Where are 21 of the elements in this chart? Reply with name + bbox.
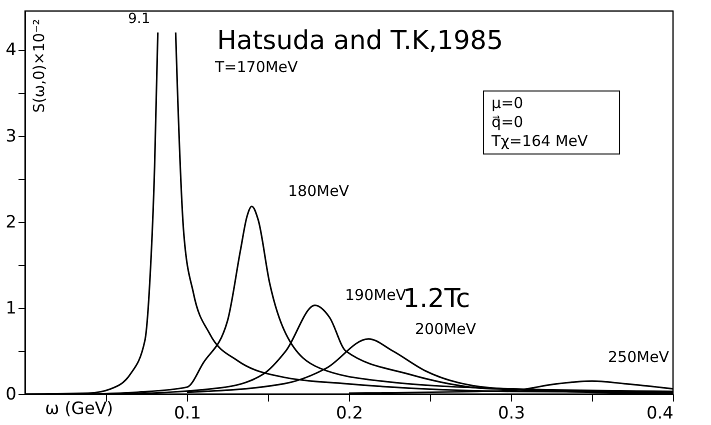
annotation: 9.1: [128, 11, 150, 27]
y-tick-label: 3: [6, 126, 16, 146]
x-tick-label: 0.4: [646, 404, 674, 424]
y-axis-title: S(ω,0)×10⁻²: [30, 19, 48, 113]
y-tick-label: 0: [6, 384, 16, 404]
y-tick-label: 1: [6, 298, 16, 318]
annotation: μ=0: [492, 94, 524, 112]
y-tick-label: 2: [6, 212, 16, 232]
y-tick-label: 4: [6, 40, 16, 60]
annotation: q⃗=0: [492, 113, 524, 131]
x-axis-title: ω (GeV): [45, 399, 114, 419]
annotation: 190MeV: [345, 286, 407, 304]
x-tick-label: 0.2: [336, 404, 364, 424]
annotation: Tχ=164 MeV: [490, 132, 589, 150]
annotation: 200MeV: [415, 320, 477, 338]
x-tick-label: 0.3: [498, 404, 526, 424]
annotation: 180MeV: [288, 182, 350, 200]
annotation: Hatsuda and T.K,1985: [217, 26, 504, 56]
annotation: T=170MeV: [214, 58, 299, 76]
x-tick-label: 0.1: [174, 404, 202, 424]
annotation: 250MeV: [608, 348, 670, 366]
